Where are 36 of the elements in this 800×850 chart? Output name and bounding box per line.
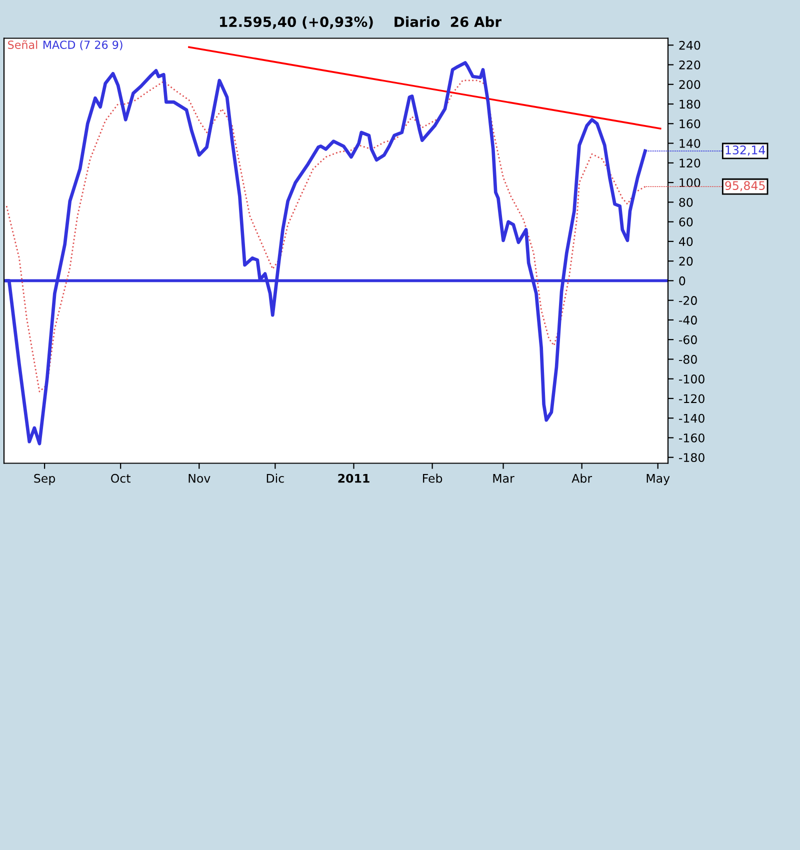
x-tick-label: Oct — [111, 474, 131, 483]
y-tick-label: 240 — [679, 40, 700, 50]
y-tick-label: -180 — [678, 453, 704, 462]
y-tick-label: 120 — [680, 158, 700, 168]
y-tick-label: 200 — [679, 80, 700, 90]
x-tick-label: Nov — [188, 474, 210, 483]
x-tick-label: May — [646, 474, 670, 486]
x-tick-label: Feb — [423, 474, 442, 483]
y-tick-label: 180 — [680, 100, 700, 109]
y-tick-label: -120 — [678, 394, 704, 404]
x-tick-label: Dic — [266, 474, 284, 483]
y-tick-label: 160 — [680, 119, 700, 128]
y-tick-label: -160 — [678, 433, 704, 442]
chart-title: 12.595,40 (+0,93%) Diario 26 Abr — [220, 16, 502, 29]
y-tick-label: 140 — [680, 138, 700, 148]
y-tick-label: -140 — [678, 414, 704, 423]
annotation: 132,14 — [726, 145, 766, 156]
y-tick-label: 20 — [679, 256, 693, 266]
y-tick-label: 0 — [679, 276, 686, 286]
y-tick-label: 40 — [678, 237, 693, 246]
y-tick-label: 60 — [679, 218, 693, 226]
text: MACD (7 26 9) — [44, 40, 122, 50]
y-tick-label: -20 — [678, 296, 697, 305]
y-tick-label: -40 — [678, 316, 697, 325]
text: Señal — [8, 40, 38, 49]
y-tick-label: -60 — [678, 335, 697, 344]
x-tick-label: Abr — [572, 474, 592, 483]
y-tick-label: 220 — [679, 60, 700, 70]
y-tick-label: 80 — [679, 198, 693, 207]
x-tick-label: Sep — [34, 474, 56, 486]
x-tick-label: Mar — [493, 474, 514, 483]
y-tick-label: 100 — [680, 178, 700, 188]
x-tick-label: 2011 — [338, 474, 370, 483]
annotation: 95,845 — [725, 181, 765, 192]
y-tick-label: -100 — [678, 374, 704, 384]
y-tick-label: -80 — [678, 354, 697, 364]
